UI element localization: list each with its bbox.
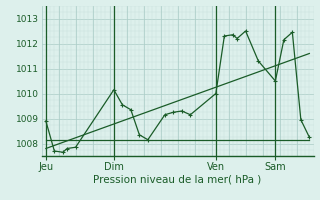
X-axis label: Pression niveau de la mer( hPa ): Pression niveau de la mer( hPa )	[93, 174, 262, 184]
